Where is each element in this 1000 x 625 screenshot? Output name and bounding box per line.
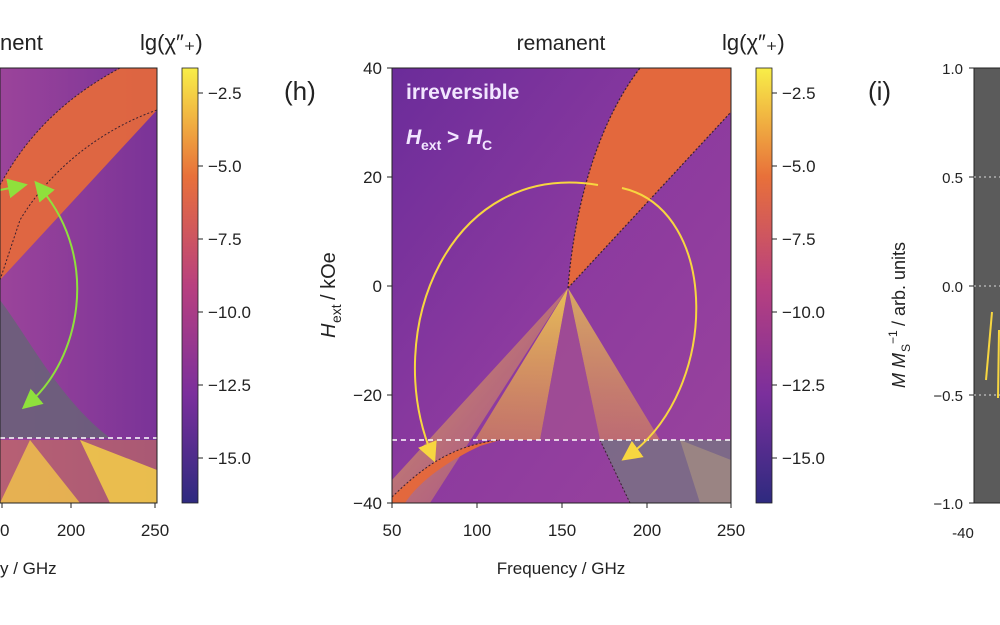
svg-text:H: H	[318, 323, 340, 338]
svg-text:ext: ext	[421, 137, 442, 153]
panel-h-y-tick-40: 40	[363, 59, 382, 78]
svg-text:ext: ext	[328, 304, 344, 323]
left-cb-tick-1: −2.5	[208, 84, 242, 103]
panel-h-orange-wedge	[568, 68, 731, 288]
svg-text:M: M	[889, 373, 909, 388]
panel-h-y-tick-0: 0	[373, 277, 382, 296]
left-colorbar	[181, 67, 199, 504]
panel-h-colorbar	[755, 67, 773, 504]
panel-h-y-tick-m40: −40	[353, 494, 382, 513]
svg-text:C: C	[482, 137, 492, 153]
left-colorbar-ticks: −2.5 −5.0 −7.5 −10.0 −12.5 −15.0	[198, 84, 251, 468]
left-x-tick-0: 0	[0, 521, 9, 540]
left-green-arrow-curved	[21, 180, 79, 410]
panel-h-heatmap	[392, 68, 731, 503]
panel-i-label: (i)	[868, 76, 891, 106]
panel-h-colorbar-label: lg(χ″₊)	[722, 30, 785, 55]
left-xlabel-fragment: y / GHz	[0, 559, 57, 578]
panel-i: (i) 1.0 0.5 0.0 −0.5 −1.0 -40 M	[868, 61, 1000, 542]
left-partial-panel: nent lg(χ″₊) 0 200	[0, 30, 251, 578]
left-green-arrow-small	[0, 178, 28, 199]
panel-i-x-tick-fragment: -40	[952, 525, 974, 542]
panel-h-cb-tick-6: −15.0	[782, 449, 825, 468]
left-colorbar-label: lg(χ″₊)	[140, 30, 203, 55]
panel-i-y-tick-m1: −1.0	[933, 496, 963, 513]
panel-h-xlabel: Frequency / GHz	[497, 559, 626, 578]
svg-text:S: S	[899, 344, 913, 352]
left-cb-tick-4: −10.0	[208, 303, 251, 322]
panel-h-x-tick-250: 250	[717, 521, 745, 540]
panel-h-y-tick-20: 20	[363, 168, 382, 187]
panel-h-cb-tick-4: −10.0	[782, 303, 825, 322]
left-cb-tick-3: −7.5	[208, 230, 242, 249]
svg-text:/ kOe: / kOe	[318, 252, 340, 300]
left-cb-tick-6: −15.0	[208, 449, 251, 468]
panel-h-cb-tick-5: −12.5	[782, 376, 825, 395]
panel-h-arrow-right	[621, 187, 698, 461]
panel-i-plot-area	[974, 68, 1000, 503]
panel-h-ylabel: H ext / kOe	[318, 252, 344, 338]
panel-h-x-tick-50: 50	[383, 521, 402, 540]
panel-h-orange-strip	[392, 440, 500, 503]
panel-i-y-tick-1: 1.0	[942, 61, 963, 78]
panel-h-arrow-left	[413, 181, 599, 463]
left-cb-tick-2: −5.0	[208, 157, 242, 176]
panel-i-y-tick-0: 0.0	[942, 279, 963, 296]
panel-i-yellow-trace-2	[997, 329, 1000, 399]
panel-h-x-tick-100: 100	[463, 521, 491, 540]
panel-h-x-ticks: 50 100 150 200 250	[383, 503, 745, 540]
left-title-fragment: nent	[0, 30, 43, 55]
panel-h-cb-tick-1: −2.5	[782, 84, 816, 103]
svg-text:M: M	[889, 353, 909, 368]
panel-h-colorbar-ticks: −2.5 −5.0 −7.5 −10.0 −12.5 −15.0	[772, 84, 825, 468]
svg-text:H: H	[406, 126, 422, 149]
panel-h-annotation-hext-gt-hc: H ext > H C	[406, 126, 492, 153]
svg-text:H: H	[467, 126, 483, 149]
left-cb-tick-5: −12.5	[208, 376, 251, 395]
panel-h-title: remanent	[517, 32, 606, 55]
panel-i-ylabel: M M S −1 / arb. units	[886, 242, 913, 388]
panel-h-label: (h)	[284, 76, 316, 106]
left-x-tick-200: 200	[57, 521, 85, 540]
panel-i-yellow-trace-1	[985, 311, 993, 381]
left-x-ticks: 0 200 250	[0, 503, 169, 540]
panel-h-x-tick-200: 200	[633, 521, 661, 540]
panel-h-y-tick-m20: −20	[353, 386, 382, 405]
panel-h-annotation-irreversible: irreversible	[406, 81, 519, 104]
left-heatmap	[0, 68, 157, 503]
panel-i-y-tick-05: 0.5	[942, 170, 963, 187]
panel-h-cb-tick-2: −5.0	[782, 157, 816, 176]
panel-h-x-tick-150: 150	[548, 521, 576, 540]
panel-i-grid	[974, 176, 1000, 396]
panel-i-y-tick-m05: −0.5	[933, 388, 963, 405]
svg-text:−1: −1	[886, 330, 900, 344]
panel-h-y-ticks: 40 20 0 −20 −40	[353, 59, 392, 513]
panel-h-cb-tick-3: −7.5	[782, 230, 816, 249]
svg-text:>: >	[447, 126, 459, 149]
svg-text:/ arb. units: / arb. units	[889, 242, 909, 326]
left-plot-frame	[0, 67, 158, 504]
panel-i-y-ticks: 1.0 0.5 0.0 −0.5 −1.0	[933, 61, 974, 513]
left-x-tick-250: 250	[141, 521, 169, 540]
panel-h: (h) remanent lg(χ″₊)	[284, 30, 825, 578]
